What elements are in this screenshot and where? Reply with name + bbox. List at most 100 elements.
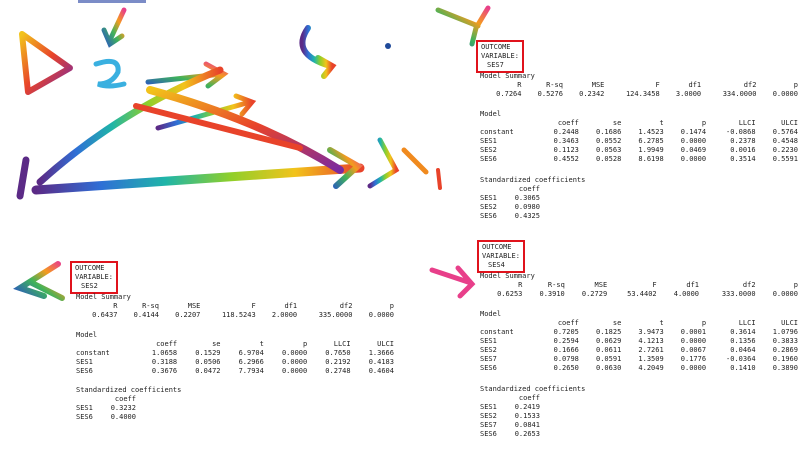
- header-cell: p: [701, 319, 707, 327]
- row-label: SES1: [76, 404, 93, 412]
- table-cell: 0.3890: [772, 364, 798, 372]
- header-cell: coeff: [557, 119, 579, 127]
- table-cell: 0.2342: [579, 90, 605, 98]
- table-row: SES1 0.3232: [76, 404, 136, 413]
- header-cell: R-sq: [547, 281, 565, 289]
- row-label: SES6: [480, 155, 497, 163]
- table-cell: 0.0591: [596, 355, 622, 363]
- table-cell: 6.2966: [238, 358, 264, 366]
- table-row: SES6 0.2653: [480, 430, 540, 439]
- table-cell: 0.0464: [730, 346, 756, 354]
- header-cell: p: [793, 81, 798, 89]
- table-header-row: R R-sq MSE F df1 df2 p: [76, 302, 394, 311]
- table-cell: 0.0000: [680, 337, 707, 345]
- header-cell: F: [251, 302, 256, 310]
- table-cell: 0.5591: [772, 155, 798, 163]
- table-cell: 0.3188: [151, 358, 178, 366]
- table-row: SES1 0.3188 0.0506 6.2966 0.0000 0.2192 …: [76, 358, 394, 367]
- table-cell: 1.3509: [638, 355, 664, 363]
- table-header-row: R R-sq MSE F df1 df2 p: [480, 81, 798, 90]
- table-row: SES7 0.0841: [480, 421, 540, 430]
- table-row: constant 0.2448 0.1686 1.4523 0.1474 -0.…: [480, 128, 798, 137]
- table-cell: 0.0000: [281, 349, 308, 357]
- model-coefficients-table: coeff se t p LLCI ULCI constant 1.0658 0…: [76, 340, 394, 376]
- outcome-label: OUTCOME VARIABLE:: [481, 43, 519, 60]
- top-link-underline: [78, 0, 146, 3]
- table-row: constant 1.0658 0.1529 6.9704 0.0000 0.7…: [76, 349, 394, 358]
- table-header-row: coeff se t p LLCI ULCI: [76, 340, 394, 349]
- table-cell: 0.1666: [553, 346, 579, 354]
- header-cell: df2: [339, 302, 353, 310]
- table-cell: 0.2869: [772, 346, 798, 354]
- table-cell: 4.1213: [638, 337, 664, 345]
- header-cell: [76, 395, 100, 404]
- table-cell: 0.0472: [195, 367, 221, 375]
- header-cell: LLCI: [738, 319, 756, 327]
- table-cell: 1.3666: [368, 349, 394, 357]
- header-cell: R: [518, 281, 523, 289]
- table-row: SES2 0.0980: [480, 203, 540, 212]
- table-cell: 0.2192: [325, 358, 351, 366]
- table-cell: 0.3676: [151, 367, 178, 375]
- model-title: Model: [480, 110, 502, 118]
- row-label: SES1: [480, 194, 497, 202]
- row-label: SES2: [480, 203, 497, 211]
- table-cell: 0.4144: [133, 311, 159, 319]
- table-cell: 0.0980: [514, 203, 540, 211]
- table-row: SES6 0.4325: [480, 212, 540, 221]
- table-cell: 0.0469: [680, 146, 707, 154]
- table-cell: 0.0000: [368, 311, 394, 319]
- table-cell: 333.0000: [721, 290, 756, 298]
- table-cell: 0.7205: [553, 328, 579, 336]
- table-header-row: coeff se t p LLCI ULCI: [480, 319, 798, 328]
- table-cell: 0.1410: [730, 364, 756, 372]
- table-cell: 0.1776: [680, 355, 707, 363]
- table-cell: 0.0000: [281, 358, 308, 366]
- table-cell: 0.1533: [514, 412, 540, 420]
- table-cell: 0.0563: [596, 146, 622, 154]
- outcome-label: OUTCOME VARIABLE:: [75, 264, 113, 281]
- table-cell: 0.0841: [514, 421, 540, 429]
- table-row: 0.6437 0.4144 0.2207 118.5243 2.0000 335…: [76, 311, 394, 320]
- table-cell: 0.2230: [772, 146, 798, 154]
- table-cell: 0.0000: [680, 155, 707, 163]
- table-header-row: coeff: [480, 185, 540, 194]
- header-cell: df1: [686, 281, 700, 289]
- table-cell: 0.4552: [553, 155, 579, 163]
- table-cell: 334.0000: [722, 90, 757, 98]
- table-cell: 0.2650: [553, 364, 579, 372]
- header-cell: t: [659, 119, 664, 127]
- standardized-coefficients-title: Standardized coefficients: [76, 386, 182, 394]
- table-cell: 0.0000: [680, 137, 707, 145]
- row-label: SES1: [76, 358, 93, 366]
- table-cell: 1.0796: [772, 328, 798, 336]
- table-row: SES2 0.1666 0.0611 2.7261 0.0067 0.0464 …: [480, 346, 798, 355]
- header-cell: [480, 394, 504, 403]
- table-cell: 0.3833: [772, 337, 798, 345]
- header-cell: MSE: [187, 302, 201, 310]
- row-label: SES1: [480, 403, 497, 411]
- row-label: SES2: [480, 346, 497, 354]
- table-cell: 6.9704: [238, 349, 264, 357]
- header-cell: p: [793, 281, 798, 289]
- model-summary-table: R R-sq MSE F df1 df2 p 0.6437 0.4144 0.2…: [76, 302, 394, 320]
- table-cell: 0.2594: [553, 337, 579, 345]
- table-row: 0.6253 0.3910 0.2729 53.4402 4.0000 333.…: [480, 290, 798, 299]
- table-cell: 0.4000: [110, 413, 136, 421]
- header-cell: df1: [284, 302, 298, 310]
- header-cell: t: [659, 319, 664, 327]
- table-cell: 0.0000: [772, 90, 798, 98]
- table-cell: 0.0798: [553, 355, 579, 363]
- table-cell: 0.6437: [92, 311, 118, 319]
- header-cell: t: [259, 340, 264, 348]
- table-row: 0.7264 0.5276 0.2342 124.3458 3.0000 334…: [480, 90, 798, 99]
- table-cell: 0.4548: [772, 137, 798, 145]
- table-cell: 0.0016: [730, 146, 756, 154]
- table-cell: 0.5276: [537, 90, 563, 98]
- table-row: SES2 0.1533: [480, 412, 540, 421]
- table-cell: 3.0000: [675, 90, 702, 98]
- header-cell: df2: [742, 281, 756, 289]
- model-summary-table: R R-sq MSE F df1 df2 p 0.6253 0.3910 0.2…: [480, 281, 798, 299]
- table-cell: 0.4183: [368, 358, 394, 366]
- table-cell: 0.0001: [680, 328, 707, 336]
